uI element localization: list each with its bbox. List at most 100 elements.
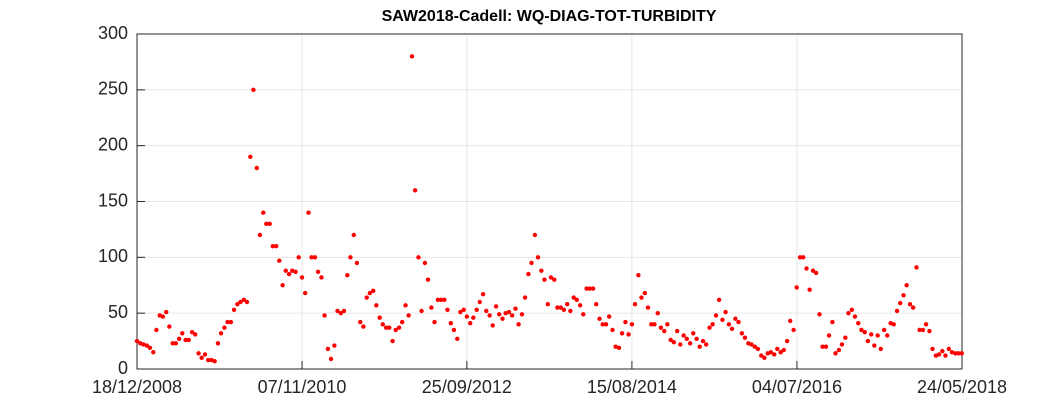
data-point [687,341,693,346]
data-point [283,268,288,273]
data-point [267,221,272,227]
data-point [684,336,689,342]
data-point [694,336,699,342]
data-point [419,308,424,314]
data-point [477,299,482,305]
data-point [953,351,958,356]
data-point [471,315,476,320]
data-point [587,286,592,291]
data-point [943,353,948,358]
data-point [403,303,408,308]
data-point [374,303,379,308]
data-point [147,345,153,350]
data-point [425,277,431,282]
data-point [716,297,722,302]
data-point [144,343,150,348]
data-point [552,277,557,282]
data-point [697,344,702,349]
data-point [261,210,266,215]
y-tick-label: 0 [118,358,128,378]
data-point [393,327,398,333]
data-point [529,260,534,266]
data-point [351,232,356,238]
data-point [788,318,793,324]
data-point [435,297,441,302]
data-point [496,312,502,317]
data-point [193,332,198,337]
data-point [354,260,360,266]
data-point [613,344,618,349]
data-point [218,331,224,336]
data-point [315,269,321,275]
data-point [196,351,201,356]
data-point [781,347,786,353]
data-point [959,351,964,356]
data-point [464,314,470,319]
data-point [526,271,531,277]
data-point [910,305,916,310]
data-point [341,308,347,314]
data-point [154,327,159,333]
data-point [645,305,651,310]
data-point [409,54,415,59]
data-point [920,327,926,333]
data-point [532,232,538,238]
data-point [396,325,402,330]
data-point [406,313,411,318]
data-point [736,319,741,325]
data-point [383,325,389,330]
data-point [703,342,709,347]
data-point [348,255,353,260]
data-point [335,308,340,314]
data-point [568,308,573,314]
data-point [545,302,551,307]
data-point [487,313,492,318]
data-point [649,322,654,327]
data-point [713,313,719,318]
data-point [480,291,486,297]
data-point [691,331,696,336]
data-point [632,302,638,307]
data-point [778,350,783,355]
data-point [338,310,344,316]
data-point [484,308,489,314]
data-point [264,221,269,227]
data-point [956,351,961,356]
data-point [771,352,777,357]
data-point [328,356,334,362]
data-point [173,341,179,346]
data-point [387,325,392,330]
data-point [642,290,648,296]
y-tick-label: 100 [98,246,128,266]
data-point [762,355,767,361]
data-point [445,307,450,313]
data-point [823,344,829,349]
data-point [794,285,799,290]
data-point [474,307,479,313]
data-point [416,255,421,260]
data-point [830,319,835,325]
data-point [180,331,185,336]
data-point [862,329,867,335]
data-point [671,340,677,345]
data-point [422,260,428,266]
data-point [500,316,505,321]
data-point [894,308,900,314]
data-point [506,309,512,315]
data-point [878,346,883,352]
x-tick-label: 15/08/2014 [587,377,677,397]
data-point [742,335,748,340]
data-point [519,312,525,317]
data-point [222,325,227,330]
data-point [412,188,418,193]
data-point [584,286,589,291]
data-point [167,324,172,329]
data-point [299,275,305,280]
data-point [606,314,612,319]
data-point [390,338,395,344]
data-point [800,255,806,260]
data-point [361,324,366,329]
data-point [668,337,673,343]
data-point [468,321,473,326]
data-point [302,290,308,296]
